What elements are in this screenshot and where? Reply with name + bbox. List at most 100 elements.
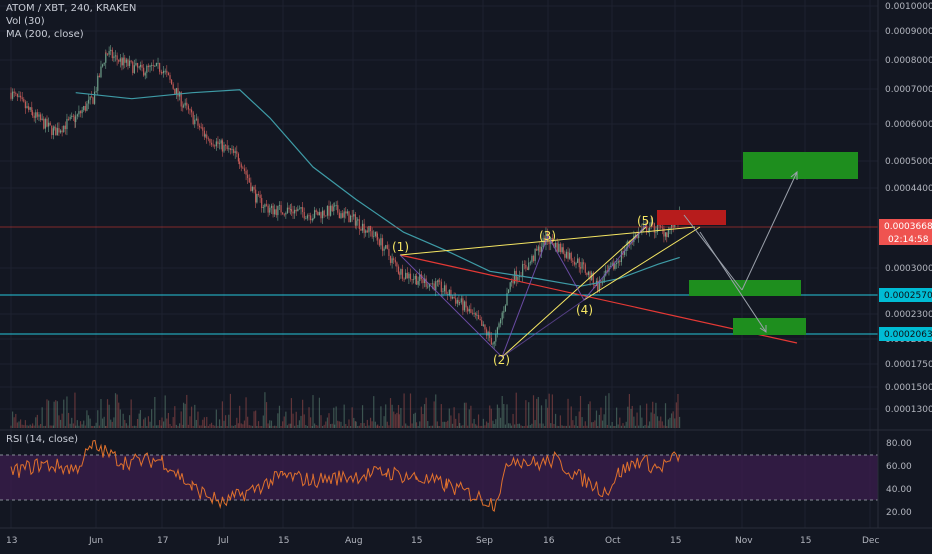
candle-body	[320, 212, 322, 219]
candle-body	[38, 114, 40, 117]
symbol-title[interactable]: ATOM / XBT, 240, KRAKEN	[6, 3, 137, 14]
volume-bar	[572, 420, 574, 428]
candle-body	[337, 205, 339, 213]
volume-bar	[674, 418, 676, 428]
candle-body	[500, 319, 502, 324]
volume-bar	[523, 426, 525, 428]
candle-body	[495, 334, 497, 342]
volume-bar	[594, 420, 596, 428]
rsi-legend[interactable]: RSI (14, close)	[6, 434, 79, 445]
volume-bar	[608, 393, 610, 428]
volume-bar	[38, 425, 40, 428]
candle-body	[13, 91, 15, 93]
candle-body	[154, 65, 156, 67]
wave-channel-lower[interactable]	[583, 226, 701, 301]
volume-bar	[340, 421, 342, 428]
candle-body	[93, 91, 96, 104]
volume-bar	[481, 425, 483, 428]
candle-body	[97, 75, 99, 91]
ma-legend[interactable]: MA (200, close)	[6, 29, 84, 40]
candle-body	[345, 211, 347, 214]
candle-body	[41, 118, 43, 120]
volume-bar	[79, 421, 82, 428]
volume-bar	[298, 420, 301, 428]
volume-bar	[526, 425, 529, 428]
drawings[interactable]	[399, 152, 858, 358]
volume-bar	[280, 426, 282, 428]
volume-bar	[361, 405, 364, 428]
candle-body	[10, 92, 12, 99]
candle-body	[184, 102, 186, 106]
volume-bar	[401, 425, 404, 428]
volume-bar	[542, 423, 544, 428]
volume-bar	[248, 425, 250, 428]
candle-body	[365, 230, 367, 233]
volume-bar	[503, 403, 505, 428]
volume-bar	[139, 410, 142, 428]
candle-body	[221, 140, 223, 152]
candle-body	[385, 245, 387, 249]
wave-channel-upper[interactable]	[501, 226, 647, 358]
projection-arrows[interactable]	[683, 170, 798, 333]
volume-bar	[190, 406, 193, 428]
candle-body	[87, 99, 90, 104]
candle-body	[496, 327, 498, 335]
candle-body	[300, 207, 302, 209]
volume-bar	[409, 393, 412, 428]
volume-bar	[646, 403, 648, 428]
time-tick: 15	[670, 536, 681, 546]
volume-bar	[56, 401, 58, 428]
candle-body	[373, 235, 375, 237]
candle-body	[439, 280, 441, 282]
price-axis[interactable]: 0.0010000 0.0009000 0.0008000 0.0007000 …	[885, 2, 932, 415]
target-red-box[interactable]	[657, 210, 726, 225]
candle-body	[406, 272, 408, 279]
target-green-box-low[interactable]	[733, 318, 806, 335]
candle-body	[397, 266, 400, 274]
volume-bar	[265, 402, 268, 428]
volume-bar	[539, 423, 541, 428]
target-green-box-top[interactable]	[743, 152, 858, 179]
candle-body	[540, 247, 543, 253]
volume-bar	[397, 404, 400, 428]
volume-bar	[385, 404, 387, 428]
candle-body	[526, 268, 529, 270]
volume-bar	[325, 421, 327, 428]
candle-body	[51, 125, 53, 136]
volume-bar	[303, 414, 305, 428]
target-green-box-mid[interactable]	[689, 280, 801, 296]
volume-bar	[573, 425, 576, 428]
volume-bar	[587, 404, 590, 428]
candle-body	[83, 105, 85, 111]
volume-bar	[619, 417, 621, 428]
candle-body	[417, 280, 419, 285]
candle-body	[667, 229, 669, 237]
red-trendline[interactable]	[399, 254, 798, 344]
candle-body	[664, 232, 667, 237]
volume-bar	[405, 423, 407, 428]
volume-bar	[672, 411, 674, 428]
volume-bar	[633, 416, 635, 428]
candle-body	[368, 226, 370, 233]
candle-body	[250, 182, 252, 191]
volume-bar	[218, 419, 221, 428]
candle-body	[433, 283, 435, 291]
candle-body	[207, 138, 209, 140]
volume-bar	[177, 425, 179, 428]
wave-path[interactable]	[399, 224, 647, 358]
volume-bar	[439, 425, 441, 428]
rsi-axis[interactable]: 80.00 60.00 40.00 20.00	[886, 439, 912, 518]
upper-trendline[interactable]	[399, 226, 696, 256]
time-axis[interactable]: 13 Jun 17 Jul 15 Aug 15 Sep 16 Oct 15 No…	[6, 536, 879, 546]
candle-body	[558, 243, 560, 252]
candle-body	[435, 281, 437, 291]
volume-bar	[490, 408, 492, 428]
vol-legend[interactable]: Vol (30)	[6, 16, 45, 27]
candle-body	[419, 274, 421, 281]
volume-bar	[489, 405, 491, 428]
volume-bar	[600, 407, 602, 428]
volume-bar	[485, 421, 488, 428]
volume-bar	[124, 419, 126, 428]
